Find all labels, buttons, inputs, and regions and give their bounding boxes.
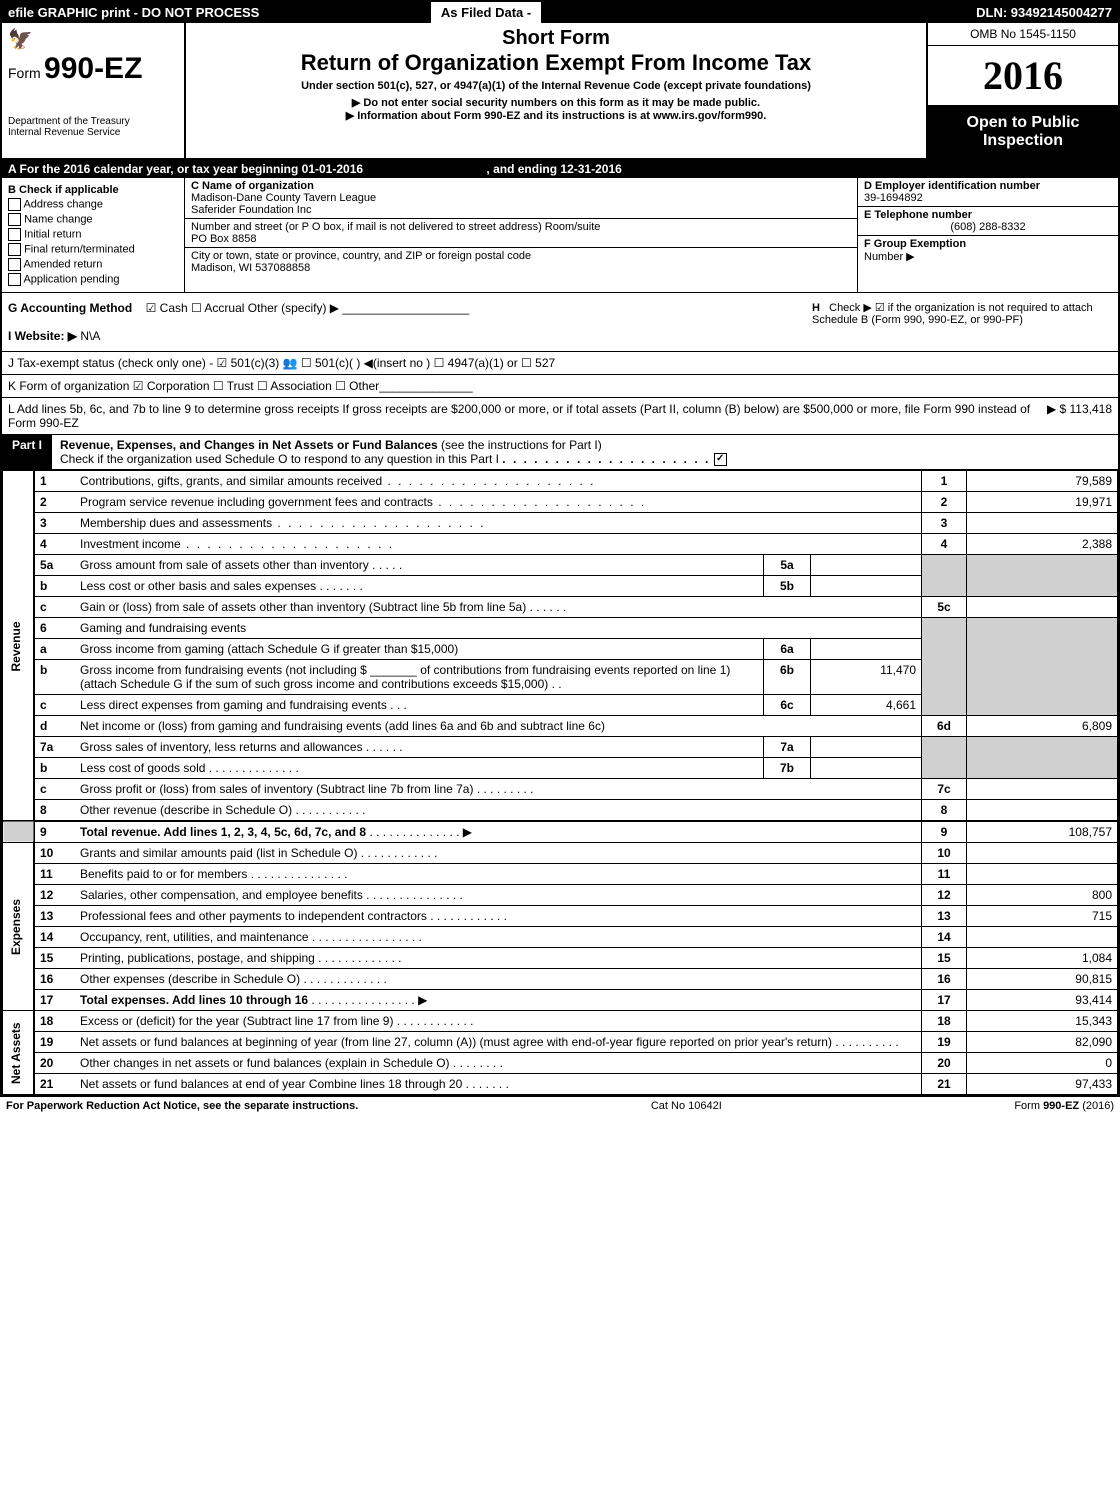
paperwork-notice: For Paperwork Reduction Act Notice, see … <box>6 1100 358 1112</box>
short-form-label: Short Form <box>194 27 918 50</box>
line-9-value: 108,757 <box>967 821 1118 843</box>
line-13: 13 Professional fees and other payments … <box>3 906 1118 927</box>
line-11: 11 Benefits paid to or for members . . .… <box>3 864 1118 885</box>
ein: 39-1694892 <box>864 192 923 204</box>
line-6c-value: 4,661 <box>811 695 922 716</box>
form-subtitle: Under section 501(c), 527, or 4947(a)(1)… <box>194 80 918 92</box>
line-10: Expenses 10 Grants and similar amounts p… <box>3 843 1118 864</box>
dln-number: DLN: 93492145004277 <box>970 2 1118 23</box>
line-1-value: 79,589 <box>967 471 1118 492</box>
eagle-icon: 🦅 <box>8 29 33 51</box>
line-4-value: 2,388 <box>967 534 1118 555</box>
form-title: Return of Organization Exempt From Incom… <box>194 50 918 76</box>
org-name-2: Saferider Foundation Inc <box>191 204 311 216</box>
line-8: 8 Other revenue (describe in Schedule O)… <box>3 800 1118 822</box>
check-application-pending[interactable]: Application pending <box>8 273 178 286</box>
line-21: 21 Net assets or fund balances at end of… <box>3 1074 1118 1095</box>
row-l-gross-receipts: L Add lines 5b, 6c, and 7b to line 9 to … <box>2 398 1118 435</box>
line-3: 3 Membership dues and assessments 3 <box>3 513 1118 534</box>
accounting-options: ☑ Cash ☐ Accrual Other (specify) ▶ <box>146 301 339 315</box>
row-k-form-org: K Form of organization ☑ Corporation ☐ T… <box>2 375 1118 398</box>
line-7a: 7a Gross sales of inventory, less return… <box>3 737 1118 758</box>
row-a-tax-year: A For the 2016 calendar year, or tax yea… <box>2 160 1118 178</box>
line-16-value: 90,815 <box>967 969 1118 990</box>
form-page-label: Form 990-EZ (2016) <box>1014 1100 1114 1112</box>
cat-number: Cat No 10642I <box>651 1100 722 1112</box>
website: N\A <box>80 329 100 343</box>
header: 🦅 Form 990-EZ Department of the Treasury… <box>2 23 1118 160</box>
line-14: 14 Occupancy, rent, utilities, and maint… <box>3 927 1118 948</box>
line-6d: d Net income or (loss) from gaming and f… <box>3 716 1118 737</box>
line-15-value: 1,084 <box>967 948 1118 969</box>
form-number-box: 🦅 Form 990-EZ Department of the Treasury… <box>2 23 186 158</box>
line-6d-value: 6,809 <box>967 716 1118 737</box>
line-20: 20 Other changes in net assets or fund b… <box>3 1053 1118 1074</box>
line-17-value: 93,414 <box>967 990 1118 1011</box>
line-17: 17 Total expenses. Add lines 10 through … <box>3 990 1118 1011</box>
line-21-value: 97,433 <box>967 1074 1118 1095</box>
part-1-header: Part I Revenue, Expenses, and Changes in… <box>2 435 1118 470</box>
schedule-b-check: Check ▶ ☑ if the organization is not req… <box>812 302 1093 326</box>
page-footer: For Paperwork Reduction Act Notice, see … <box>0 1097 1120 1115</box>
line-19-value: 82,090 <box>967 1032 1118 1053</box>
org-address: PO Box 8858 <box>191 233 256 245</box>
line-2-value: 19,971 <box>967 492 1118 513</box>
expenses-side-label: Expenses <box>3 843 35 1011</box>
line-20-value: 0 <box>967 1053 1118 1074</box>
line-12-value: 800 <box>967 885 1118 906</box>
line-16: 16 Other expenses (describe in Schedule … <box>3 969 1118 990</box>
section-b-checkboxes: B Check if applicable Address change Nam… <box>2 178 185 292</box>
as-filed-label: As Filed Data - <box>431 2 541 23</box>
org-name-1: Madison-Dane County Tavern League <box>191 192 376 204</box>
info-link: ▶ Information about Form 990-EZ and its … <box>194 109 918 122</box>
line-19: 19 Net assets or fund balances at beginn… <box>3 1032 1118 1053</box>
line-5a: 5a Gross amount from sale of assets othe… <box>3 555 1118 576</box>
tax-year: 2016 <box>928 46 1118 106</box>
ssn-warning: ▶ Do not enter social security numbers o… <box>194 96 918 109</box>
org-city: Madison, WI 537088858 <box>191 262 310 274</box>
form-container: efile GRAPHIC print - DO NOT PROCESS As … <box>0 0 1120 1097</box>
top-bar: efile GRAPHIC print - DO NOT PROCESS As … <box>2 2 1118 23</box>
line-5c: c Gain or (loss) from sale of assets oth… <box>3 597 1118 618</box>
gross-receipts-amount: ▶ $ 113,418 <box>1047 402 1112 430</box>
efile-notice: efile GRAPHIC print - DO NOT PROCESS <box>2 2 431 23</box>
check-final-return[interactable]: Final return/terminated <box>8 243 178 256</box>
phone: (608) 288-8332 <box>864 221 1112 233</box>
line-7c: c Gross profit or (loss) from sales of i… <box>3 779 1118 800</box>
form-prefix: Form <box>8 65 41 81</box>
line-4: 4 Investment income 4 2,388 <box>3 534 1118 555</box>
omb-number: OMB No 1545-1150 <box>928 23 1118 46</box>
title-box: Short Form Return of Organization Exempt… <box>186 23 926 158</box>
dept-treasury: Department of the Treasury <box>8 116 178 127</box>
line-12: 12 Salaries, other compensation, and emp… <box>3 885 1118 906</box>
line-2: 2 Program service revenue including gove… <box>3 492 1118 513</box>
row-g-accounting: G Accounting Method ☑ Cash ☐ Accrual Oth… <box>2 293 1118 352</box>
line-9: 9 Total revenue. Add lines 1, 2, 3, 4, 5… <box>3 821 1118 843</box>
revenue-side-label: Revenue <box>3 471 35 822</box>
form-number: 990-EZ <box>44 52 142 85</box>
open-to-public: Open to Public Inspection <box>928 106 1118 158</box>
section-def: D Employer identification number 39-1694… <box>857 178 1118 292</box>
line-15: 15 Printing, publications, postage, and … <box>3 948 1118 969</box>
line-18-value: 15,343 <box>967 1011 1118 1032</box>
section-bcdef: B Check if applicable Address change Nam… <box>2 178 1118 293</box>
section-c-org-info: C Name of organization Madison-Dane Coun… <box>185 178 857 292</box>
check-amended-return[interactable]: Amended return <box>8 258 178 271</box>
right-boxes: OMB No 1545-1150 2016 Open to Public Ins… <box>926 23 1118 158</box>
netassets-side-label: Net Assets <box>3 1011 35 1095</box>
row-j-tax-exempt: J Tax-exempt status (check only one) - ☑… <box>2 352 1118 375</box>
check-initial-return[interactable]: Initial return <box>8 228 178 241</box>
check-name-change[interactable]: Name change <box>8 213 178 226</box>
dept-irs: Internal Revenue Service <box>8 127 178 138</box>
line-6: 6 Gaming and fundraising events <box>3 618 1118 639</box>
line-1: Revenue 1 Contributions, gifts, grants, … <box>3 471 1118 492</box>
line-6b-value: 11,470 <box>811 660 922 695</box>
line-13-value: 715 <box>967 906 1118 927</box>
part-1-table: Revenue 1 Contributions, gifts, grants, … <box>2 470 1118 1095</box>
check-address-change[interactable]: Address change <box>8 198 178 211</box>
line-18: Net Assets 18 Excess or (deficit) for th… <box>3 1011 1118 1032</box>
